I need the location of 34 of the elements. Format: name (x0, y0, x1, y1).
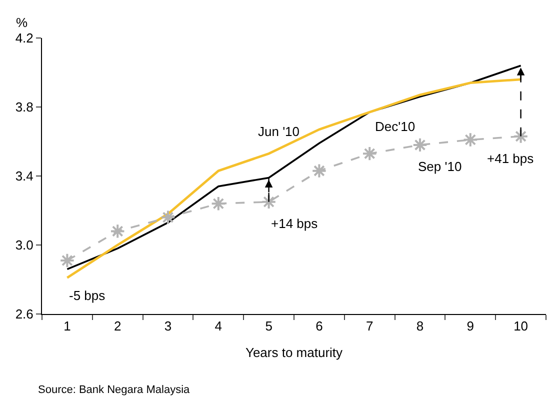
point (110, 224, 126, 239)
x-tick-label: 6 (316, 318, 323, 334)
y-tick-label: 3.4 (15, 168, 34, 184)
x-tick-label: 9 (466, 318, 474, 334)
series-label: Dec'10 (375, 119, 416, 134)
point (412, 137, 428, 153)
point (462, 132, 478, 148)
y-axis-title: % (16, 15, 28, 30)
source-note: Source: Bank Negara Malaysia (38, 384, 191, 396)
annotation: -5 bps (69, 288, 106, 303)
y-tick-label: 4.2 (15, 30, 34, 46)
point (160, 210, 176, 225)
x-tick-label: 7 (366, 318, 374, 334)
x-tick-label: 10 (514, 318, 528, 334)
x-axis-title: Years to maturity (245, 345, 344, 360)
point (60, 252, 75, 268)
annotation: +41 bps (487, 151, 534, 166)
point (210, 196, 226, 212)
point (261, 194, 276, 210)
y-tick-label: 3.0 (15, 238, 34, 253)
x-tick-label: 4 (214, 318, 222, 334)
x-tick-label: 2 (114, 318, 122, 334)
series-label: Sep '10 (418, 159, 462, 174)
x-tick-label: 5 (265, 318, 272, 334)
x-tick-label: 8 (416, 318, 424, 334)
point (513, 128, 528, 144)
point (362, 146, 378, 162)
y-tick-label: 3.8 (15, 100, 34, 115)
y-tick-label: 2.6 (15, 306, 34, 322)
series-label: Jun '10 (258, 124, 300, 139)
x-tick-label: 3 (164, 318, 172, 334)
annotation: +14 bps (271, 216, 318, 231)
point (312, 163, 327, 178)
x-tick-label: 1 (64, 318, 71, 334)
